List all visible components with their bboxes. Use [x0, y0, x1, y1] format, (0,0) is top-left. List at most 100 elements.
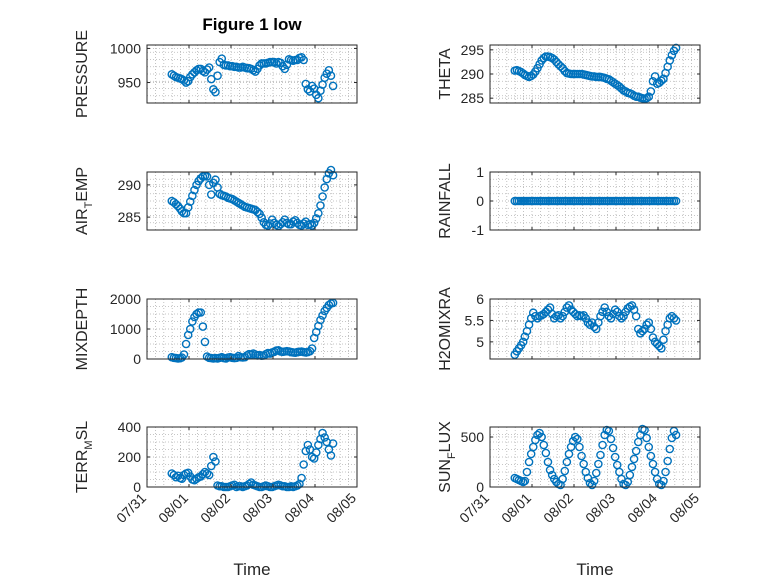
data-point [642, 433, 651, 443]
axes-box [146, 44, 358, 104]
data-point [585, 320, 595, 330]
data-point [316, 315, 325, 325]
data-point [179, 76, 189, 85]
data-point [320, 183, 329, 192]
data-point [617, 313, 626, 323]
data-point [608, 443, 618, 453]
data-point [192, 474, 201, 484]
data-point [533, 430, 542, 440]
y-tick-label: 0 [476, 479, 484, 495]
y-axis-label-main: TERR [74, 450, 91, 494]
data-point [253, 207, 262, 217]
data-point [598, 440, 607, 450]
data-point [179, 350, 189, 359]
data-point [619, 311, 628, 321]
y-tick-label: -1 [472, 222, 485, 238]
data-point [537, 432, 546, 442]
data-point [297, 473, 306, 483]
y-tick-label: 5.5 [465, 312, 485, 328]
data-point [324, 300, 334, 310]
data-point [642, 93, 651, 103]
y-axis-label-subscript: F [446, 452, 458, 459]
data-point [183, 76, 193, 86]
data-point [615, 311, 624, 321]
data-point [545, 465, 555, 475]
data-point [188, 317, 197, 326]
data-point [640, 425, 649, 435]
data-point [625, 470, 635, 480]
data-point [524, 457, 534, 467]
data-point [198, 322, 208, 331]
figure-title: Figure 1 low [202, 15, 302, 34]
data-point [192, 309, 201, 319]
x-axis-label-left: Time [233, 560, 270, 579]
data-point [526, 313, 536, 323]
data-point [560, 466, 570, 476]
data-point [213, 71, 222, 81]
data-point [307, 344, 317, 353]
data-point [299, 460, 308, 469]
data-point [575, 442, 584, 452]
data-point [198, 469, 208, 479]
data-point [671, 316, 681, 325]
data-point [671, 430, 681, 440]
data-point [196, 308, 206, 317]
data-point [606, 434, 616, 444]
y-axis-label: H2OMIXRA [437, 287, 454, 371]
data-point [589, 476, 599, 486]
data-point [659, 476, 668, 486]
data-point [314, 208, 323, 218]
data-point [564, 301, 574, 310]
data-point [257, 213, 266, 223]
data-point [594, 459, 603, 469]
data-point [648, 459, 658, 469]
data-point [206, 190, 216, 199]
y-axis-label-main: THETA [437, 48, 454, 100]
data-point [583, 318, 593, 327]
data-point [558, 474, 567, 484]
data-point [671, 43, 681, 53]
data-point [299, 219, 308, 228]
data-point [311, 214, 321, 223]
data-point [665, 56, 675, 65]
y-tick-label: 290 [118, 177, 142, 193]
y-tick-label: 6 [476, 291, 484, 307]
data-point [558, 311, 567, 321]
y-tick-label: 950 [118, 75, 142, 91]
data-point [646, 87, 656, 96]
y-axis-label-rest: LUX [437, 421, 454, 452]
data-point [671, 196, 681, 206]
y-axis-label-main: AIR [74, 208, 91, 235]
data-point [541, 448, 551, 458]
data-point [539, 53, 549, 63]
subplot-rainfall: -1 0 1 RAINFALL [437, 163, 701, 239]
data-point [633, 324, 643, 334]
data-point [661, 467, 670, 477]
data-point [299, 55, 308, 65]
y-tick-label: 2000 [110, 291, 141, 307]
y-axis-label: SUNFLUX [437, 421, 458, 493]
data-point [598, 307, 607, 317]
data-point [520, 332, 530, 342]
data-point [646, 451, 656, 461]
data-point [314, 93, 323, 103]
data-point [644, 92, 654, 102]
data-point [549, 55, 559, 64]
data-point [318, 311, 327, 320]
data-point [188, 191, 197, 201]
y-tick-label: 500 [461, 429, 485, 445]
data-point [648, 333, 658, 342]
data-point [232, 353, 241, 363]
data-point [324, 65, 334, 75]
axes-box [146, 171, 358, 231]
y-tick-label: 0 [133, 479, 141, 495]
y-tick-label: 200 [118, 449, 142, 465]
y-axis-label-subscript: T [83, 201, 95, 208]
data-point [171, 472, 181, 482]
subplot-mixdepth: 0 1000 2000 MIXDEPTH [74, 288, 358, 370]
data-point [665, 444, 675, 454]
data-point [522, 467, 532, 477]
data-point [604, 311, 614, 321]
data-point [200, 337, 210, 347]
